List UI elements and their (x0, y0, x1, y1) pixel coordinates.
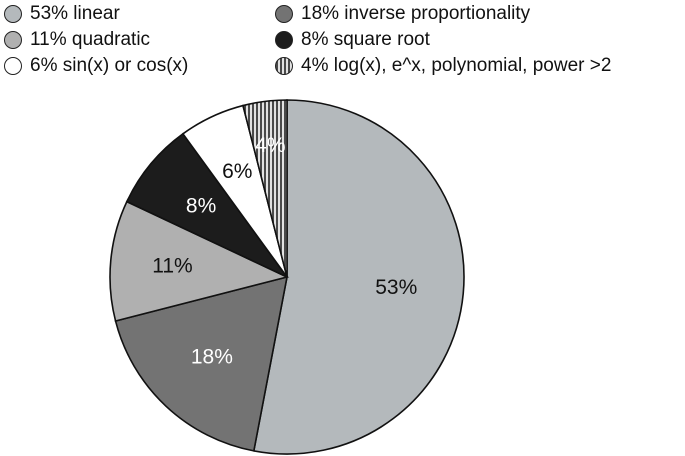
legend-label-inverse-proportionality: 18% inverse proportionality (301, 3, 531, 24)
legend-label-sin-cos: 6% sin(x) or cos(x) (30, 55, 189, 76)
legend-marker-sin-cos (4, 57, 22, 75)
pie-slice-value-label: 53% (375, 276, 417, 299)
legend-label-quadratic: 11% quadratic (30, 29, 151, 50)
legend-item-linear: 53% linear (4, 2, 120, 26)
pie-slice-quadratic (109, 200, 290, 322)
legend-label-linear: 53% linear (30, 3, 120, 24)
pie-slice-value-label: 8% (186, 194, 216, 217)
legend-marker-log-exp-polynomial (275, 57, 293, 75)
legend-label-square-root: 8% square root (301, 29, 430, 50)
pie-slice-square-root (125, 132, 288, 278)
pie-slice-value-label: 11% (152, 255, 192, 278)
pie-slice-value-label: 18% (191, 345, 233, 368)
legend-label-log-exp-polynomial: 4% log(x), e^x, polynomial, power >2 (301, 55, 612, 76)
pie-slice-linear (252, 99, 465, 455)
pie-slice-value-label: 4% (255, 134, 285, 157)
pie-slice-labels: 53% 18% 11% 8% 6%4% (152, 134, 417, 369)
pie-slice-log-x-e-x-polynomial-power-2 (242, 99, 288, 278)
legend-marker-square-root (275, 31, 293, 49)
chart-legend: 53% linear 11% quadratic 6% sin(x) or co… (0, 0, 685, 80)
legend-item-inverse-proportionality: 18% inverse proportionality (275, 2, 530, 26)
legend-item-quadratic: 11% quadratic (4, 28, 150, 52)
pie-slices (109, 99, 465, 455)
legend-marker-inverse-proportionality (275, 5, 293, 23)
pie-slice-value-label: 6% (222, 160, 252, 183)
legend-item-log-exp-polynomial: 4% log(x), e^x, polynomial, power >2 (275, 54, 611, 78)
legend-marker-quadratic (4, 31, 22, 49)
legend-item-square-root: 8% square root (275, 28, 430, 52)
legend-item-sin-cos: 6% sin(x) or cos(x) (4, 54, 188, 78)
pie-slice-inverse-proportionality (114, 275, 289, 452)
legend-marker-linear (4, 5, 22, 23)
